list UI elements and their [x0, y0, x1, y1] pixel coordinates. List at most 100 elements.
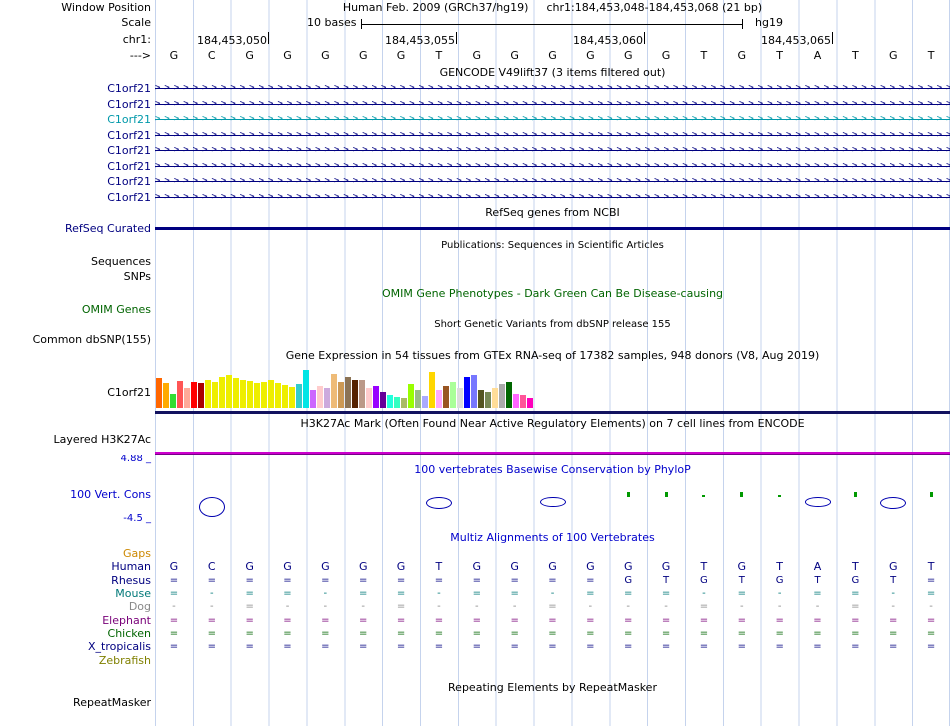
species-label-elephant[interactable]: Elephant: [102, 613, 151, 627]
gene-transcript-line[interactable]: >>>>>>>>>>>>>>>>>>>>>>>>>>>>>>>>>>>>>>>>…: [155, 128, 950, 144]
strand-arrows: >>>>>>>>>>>>>>>>>>>>>>>>>>>>>>>>>>>>>>>>…: [155, 191, 950, 202]
gene-transcript-line[interactable]: >>>>>>>>>>>>>>>>>>>>>>>>>>>>>>>>>>>>>>>>…: [155, 97, 950, 113]
base-letter: C: [207, 49, 216, 62]
gene-transcript-line[interactable]: >>>>>>>>>>>>>>>>>>>>>>>>>>>>>>>>>>>>>>>>…: [155, 159, 950, 175]
gtex-tissue-bar: [247, 381, 253, 408]
alignment-cell: [231, 547, 269, 560]
alignment-cell: G: [245, 560, 254, 574]
base-letter: T: [435, 49, 443, 62]
common-dbsnp-label[interactable]: Common dbSNP(155): [32, 333, 151, 346]
species-label-mouse[interactable]: Mouse: [115, 586, 151, 600]
repeatmasker-label[interactable]: RepeatMasker: [73, 695, 151, 709]
gtex-track-title[interactable]: Gene Expression in 54 tissues from GTEx …: [285, 349, 820, 362]
phylop-track-title[interactable]: 100 vertebrates Basewise Conservation by…: [414, 463, 691, 476]
gtex-gene-label[interactable]: C1orf21: [107, 386, 151, 399]
ruler-tick-mark: [643, 32, 645, 44]
species-alignment: [155, 654, 950, 667]
species-label-dog[interactable]: Dog: [128, 600, 151, 614]
species-row: Elephant = = = = = = = = = = = = = = = = = = = = =: [0, 614, 950, 627]
alignment-cell: T: [814, 574, 821, 586]
gtex-expression-plot[interactable]: [155, 364, 950, 410]
alignment-cell: -: [323, 601, 328, 613]
species-label-human[interactable]: Human: [111, 560, 151, 574]
base-letter: G: [396, 49, 406, 62]
gene-transcript-line[interactable]: >>>>>>>>>>>>>>>>>>>>>>>>>>>>>>>>>>>>>>>>…: [155, 81, 950, 97]
alignment-cell: [382, 654, 420, 667]
gene-label[interactable]: C1orf21: [107, 159, 151, 173]
alignment-cell: =: [851, 587, 860, 599]
gene-label[interactable]: C1orf21: [107, 190, 151, 204]
species-label-rhesus[interactable]: Rhesus: [111, 573, 151, 587]
alignment-cell: T: [435, 560, 443, 574]
alignment-cell: T: [851, 560, 859, 574]
gene-label[interactable]: C1orf21: [107, 97, 151, 111]
gene-transcript-line[interactable]: >>>>>>>>>>>>>>>>>>>>>>>>>>>>>>>>>>>>>>>>…: [155, 143, 950, 159]
refseq-curated-label[interactable]: RefSeq Curated: [65, 222, 151, 235]
publications-track-title[interactable]: Publications: Sequences in Scientific Ar…: [441, 240, 664, 251]
species-alignment: = - = = - = = - = = - = = = - = - = = - =: [155, 587, 950, 600]
alignment-cell: G: [358, 560, 368, 574]
alignment-cell: =: [359, 574, 368, 586]
gene-transcript-line[interactable]: >>>>>>>>>>>>>>>>>>>>>>>>>>>>>>>>>>>>>>>>…: [155, 112, 950, 128]
alignment-cell: [231, 654, 269, 667]
alignment-cell: =: [699, 627, 709, 639]
gene-label[interactable]: C1orf21: [107, 82, 151, 95]
alignment-cell: [269, 547, 307, 560]
phylop-track-label[interactable]: 100 Vert. Cons: [70, 488, 151, 501]
alignment-cell: =: [169, 614, 179, 626]
alignment-cell: -: [323, 587, 328, 599]
alignment-cells: = = = = = = = = = = = = = = = = = = = = =: [155, 627, 950, 640]
gtex-tissue-bar: [324, 388, 330, 408]
species-alignment: - - = - - - = - - - = - - - = - - - = - -: [155, 600, 950, 613]
omim-genes-label[interactable]: OMIM Genes: [81, 303, 151, 316]
gene-label[interactable]: C1orf21: [107, 128, 151, 142]
gene-label[interactable]: C1orf21: [107, 144, 151, 157]
alignment-cell: =: [699, 641, 709, 653]
alignment-cell: -: [474, 601, 479, 613]
base-letter: G: [888, 49, 898, 62]
gene-label[interactable]: C1orf21: [107, 175, 151, 188]
publications-sequences-label[interactable]: Sequences: [91, 255, 151, 268]
phylop-wiggle-area[interactable]: 100 vertebrates Basewise Conservation by…: [155, 455, 950, 528]
gtex-tissue-bar: [331, 374, 337, 408]
alignment-cell: =: [851, 614, 860, 626]
gtex-tissue-bar: [205, 380, 211, 408]
gene-transcript-line[interactable]: >>>>>>>>>>>>>>>>>>>>>>>>>>>>>>>>>>>>>>>>…: [155, 174, 950, 190]
h3k27ac-track-title[interactable]: H3K27Ac Mark (Often Found Near Active Re…: [300, 417, 805, 430]
alignment-cell: =: [813, 627, 822, 639]
gene-row-data: >>>>>>>>>>>>>>>>>>>>>>>>>>>>>>>>>>>>>>>>…: [155, 97, 950, 113]
gtex-tissue-bar: [436, 390, 442, 408]
refseq-track-title[interactable]: RefSeq genes from NCBI: [485, 206, 620, 219]
publications-snps-label[interactable]: SNPs: [123, 270, 151, 283]
alignment-cell: -: [172, 601, 176, 613]
phylop-negative-mark: [880, 497, 907, 509]
gene-row: C1orf21 >>>>>>>>>>>>>>>>>>>>>>>>>>>>>>>>>…: [0, 97, 950, 113]
alignment-cell: =: [661, 627, 671, 639]
alignment-cell: T: [776, 560, 783, 574]
species-label-chicken[interactable]: Chicken: [107, 626, 151, 640]
base-letter: T: [927, 49, 935, 62]
gene-transcript-line[interactable]: >>>>>>>>>>>>>>>>>>>>>>>>>>>>>>>>>>>>>>>>…: [155, 190, 950, 206]
alignment-cell: =: [434, 614, 444, 626]
gtex-tissue-bar: [401, 398, 407, 408]
gene-label[interactable]: C1orf21: [107, 113, 151, 126]
species-label-zebrafish[interactable]: Zebrafish: [98, 653, 151, 667]
repeatmasker-track-title[interactable]: Repeating Elements by RepeatMasker: [448, 680, 657, 694]
layered-h3k27ac-label[interactable]: Layered H3K27Ac: [53, 433, 151, 446]
refseq-gene-bar[interactable]: [155, 227, 950, 230]
h3k27ac-signal-area[interactable]: [155, 433, 950, 455]
omim-track-title[interactable]: OMIM Gene Phenotypes - Dark Green Can Be…: [381, 287, 724, 300]
phylop-negative-mark: [198, 497, 225, 517]
alignment-cells: = = = = = = = = = = = = = = = = = = = = =: [155, 640, 950, 653]
alignment-cell: =: [207, 574, 216, 586]
species-label-x_tropicalis[interactable]: X_tropicalis: [87, 640, 151, 654]
multiz-track-title[interactable]: Multiz Alignments of 100 Vertebrates: [450, 531, 655, 544]
gencode-track-title[interactable]: GENCODE V49lift37 (3 items filtered out): [439, 66, 666, 79]
gtex-tissue-bar: [429, 372, 435, 408]
strand-arrows: >>>>>>>>>>>>>>>>>>>>>>>>>>>>>>>>>>>>>>>>…: [155, 114, 950, 124]
species-label-gaps[interactable]: Gaps: [123, 547, 151, 560]
alignment-cell: [874, 654, 912, 667]
dbsnp-track-title[interactable]: Short Genetic Variants from dbSNP releas…: [434, 319, 671, 330]
gtex-tissue-bar: [275, 383, 281, 408]
